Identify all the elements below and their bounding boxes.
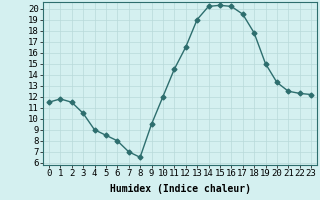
X-axis label: Humidex (Indice chaleur): Humidex (Indice chaleur) xyxy=(109,184,251,194)
